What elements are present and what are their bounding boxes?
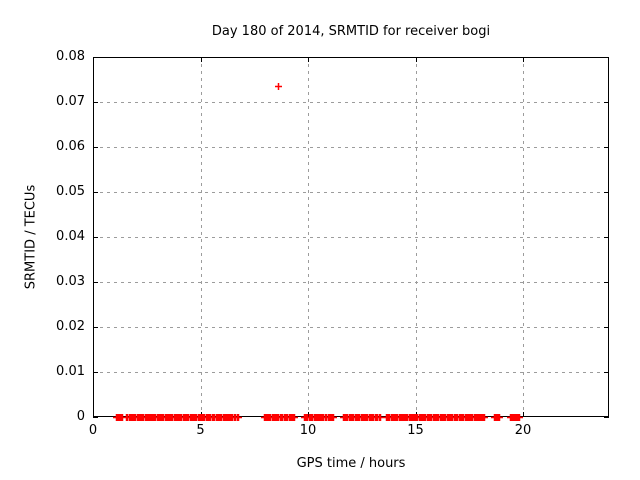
y-tick-label: 0.01 (56, 364, 85, 379)
y-tick-label: 0.07 (56, 94, 85, 109)
x-tick-label: 20 (514, 423, 532, 438)
x-axis-label: GPS time / hours (296, 456, 406, 471)
y-tick-label: 0.05 (56, 184, 85, 199)
chart-title: Day 180 of 2014, SRMTID for receiver bog… (211, 24, 491, 39)
x-tick-label: 15 (407, 423, 424, 438)
y-tick-label: 0.06 (56, 139, 85, 154)
y-tick-label: 0.02 (56, 319, 85, 334)
y-tick-label: 0 (76, 409, 85, 424)
x-tick-label: 10 (299, 423, 317, 438)
data-points (113, 83, 523, 421)
x-tick-label: 5 (196, 423, 205, 438)
y-tick-label: 0.04 (56, 229, 85, 244)
y-tick-label: 0.03 (56, 274, 85, 289)
grid-lines (93, 57, 609, 417)
x-tick-label: 0 (88, 423, 98, 438)
y-tick-label: 0.08 (56, 49, 85, 64)
